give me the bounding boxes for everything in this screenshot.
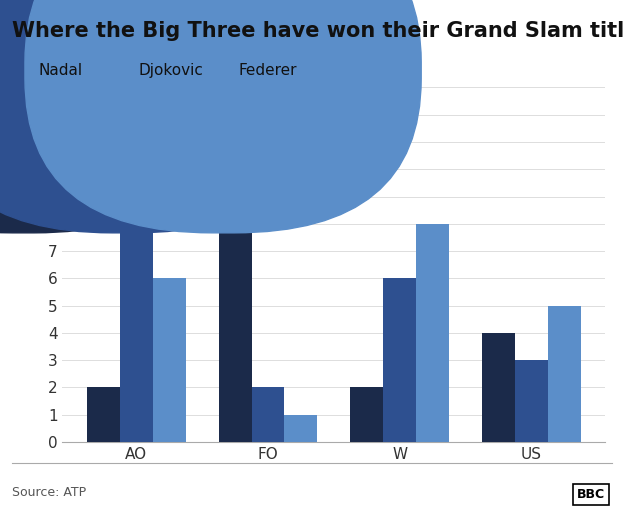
Bar bbox=[153, 279, 186, 442]
Bar bbox=[285, 415, 318, 442]
Bar bbox=[383, 279, 416, 442]
Text: BBC: BBC bbox=[577, 488, 605, 501]
Bar bbox=[87, 388, 120, 442]
Text: Where the Big Three have won their Grand Slam titles...: Where the Big Three have won their Grand… bbox=[12, 21, 624, 41]
Text: Federer: Federer bbox=[238, 63, 297, 79]
Bar bbox=[548, 306, 580, 442]
Bar bbox=[416, 224, 449, 442]
Bar bbox=[482, 333, 515, 442]
Bar bbox=[120, 196, 153, 442]
Text: Nadal: Nadal bbox=[39, 63, 83, 79]
Text: Djokovic: Djokovic bbox=[139, 63, 203, 79]
Bar bbox=[218, 87, 251, 442]
Bar bbox=[515, 360, 548, 442]
Bar bbox=[251, 388, 285, 442]
Bar bbox=[350, 388, 383, 442]
Text: Source: ATP: Source: ATP bbox=[12, 486, 87, 499]
